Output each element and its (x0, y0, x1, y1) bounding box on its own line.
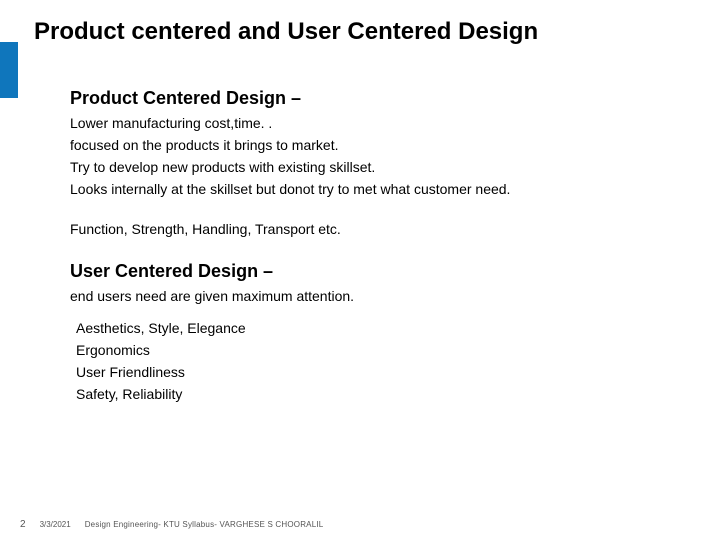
section1-heading: Product Centered Design – (70, 88, 696, 109)
page-number: 2 (20, 519, 26, 530)
footer: 2 3/3/2021 Design Engineering- KTU Sylla… (20, 519, 700, 530)
section2-lead: end users need are given maximum attenti… (70, 288, 696, 304)
slide-title: Product centered and User Centered Desig… (34, 18, 538, 46)
slide: Product centered and User Centered Desig… (0, 0, 720, 540)
section1-line: Looks internally at the skillset but don… (70, 181, 696, 197)
footer-date: 3/3/2021 (40, 520, 71, 529)
footer-text: Design Engineering- KTU Syllabus- VARGHE… (85, 520, 324, 529)
section1-line: Lower manufacturing cost,time. . (70, 115, 696, 131)
section2-bullet: User Friendliness (76, 364, 696, 380)
section2-bullet: Aesthetics, Style, Elegance (76, 320, 696, 336)
section2-bullet: Safety, Reliability (76, 386, 182, 402)
accent-bar (0, 42, 18, 98)
section1-line: Try to develop new products with existin… (70, 159, 696, 175)
section2-bullet: Ergonomics (76, 342, 696, 358)
slide-body: Product Centered Design – Lower manufact… (70, 88, 696, 408)
section2-heading: User Centered Design – (70, 261, 696, 282)
section1-line: focused on the products it brings to mar… (70, 137, 696, 153)
section1-summary: Function, Strength, Handling, Transport … (70, 221, 696, 237)
